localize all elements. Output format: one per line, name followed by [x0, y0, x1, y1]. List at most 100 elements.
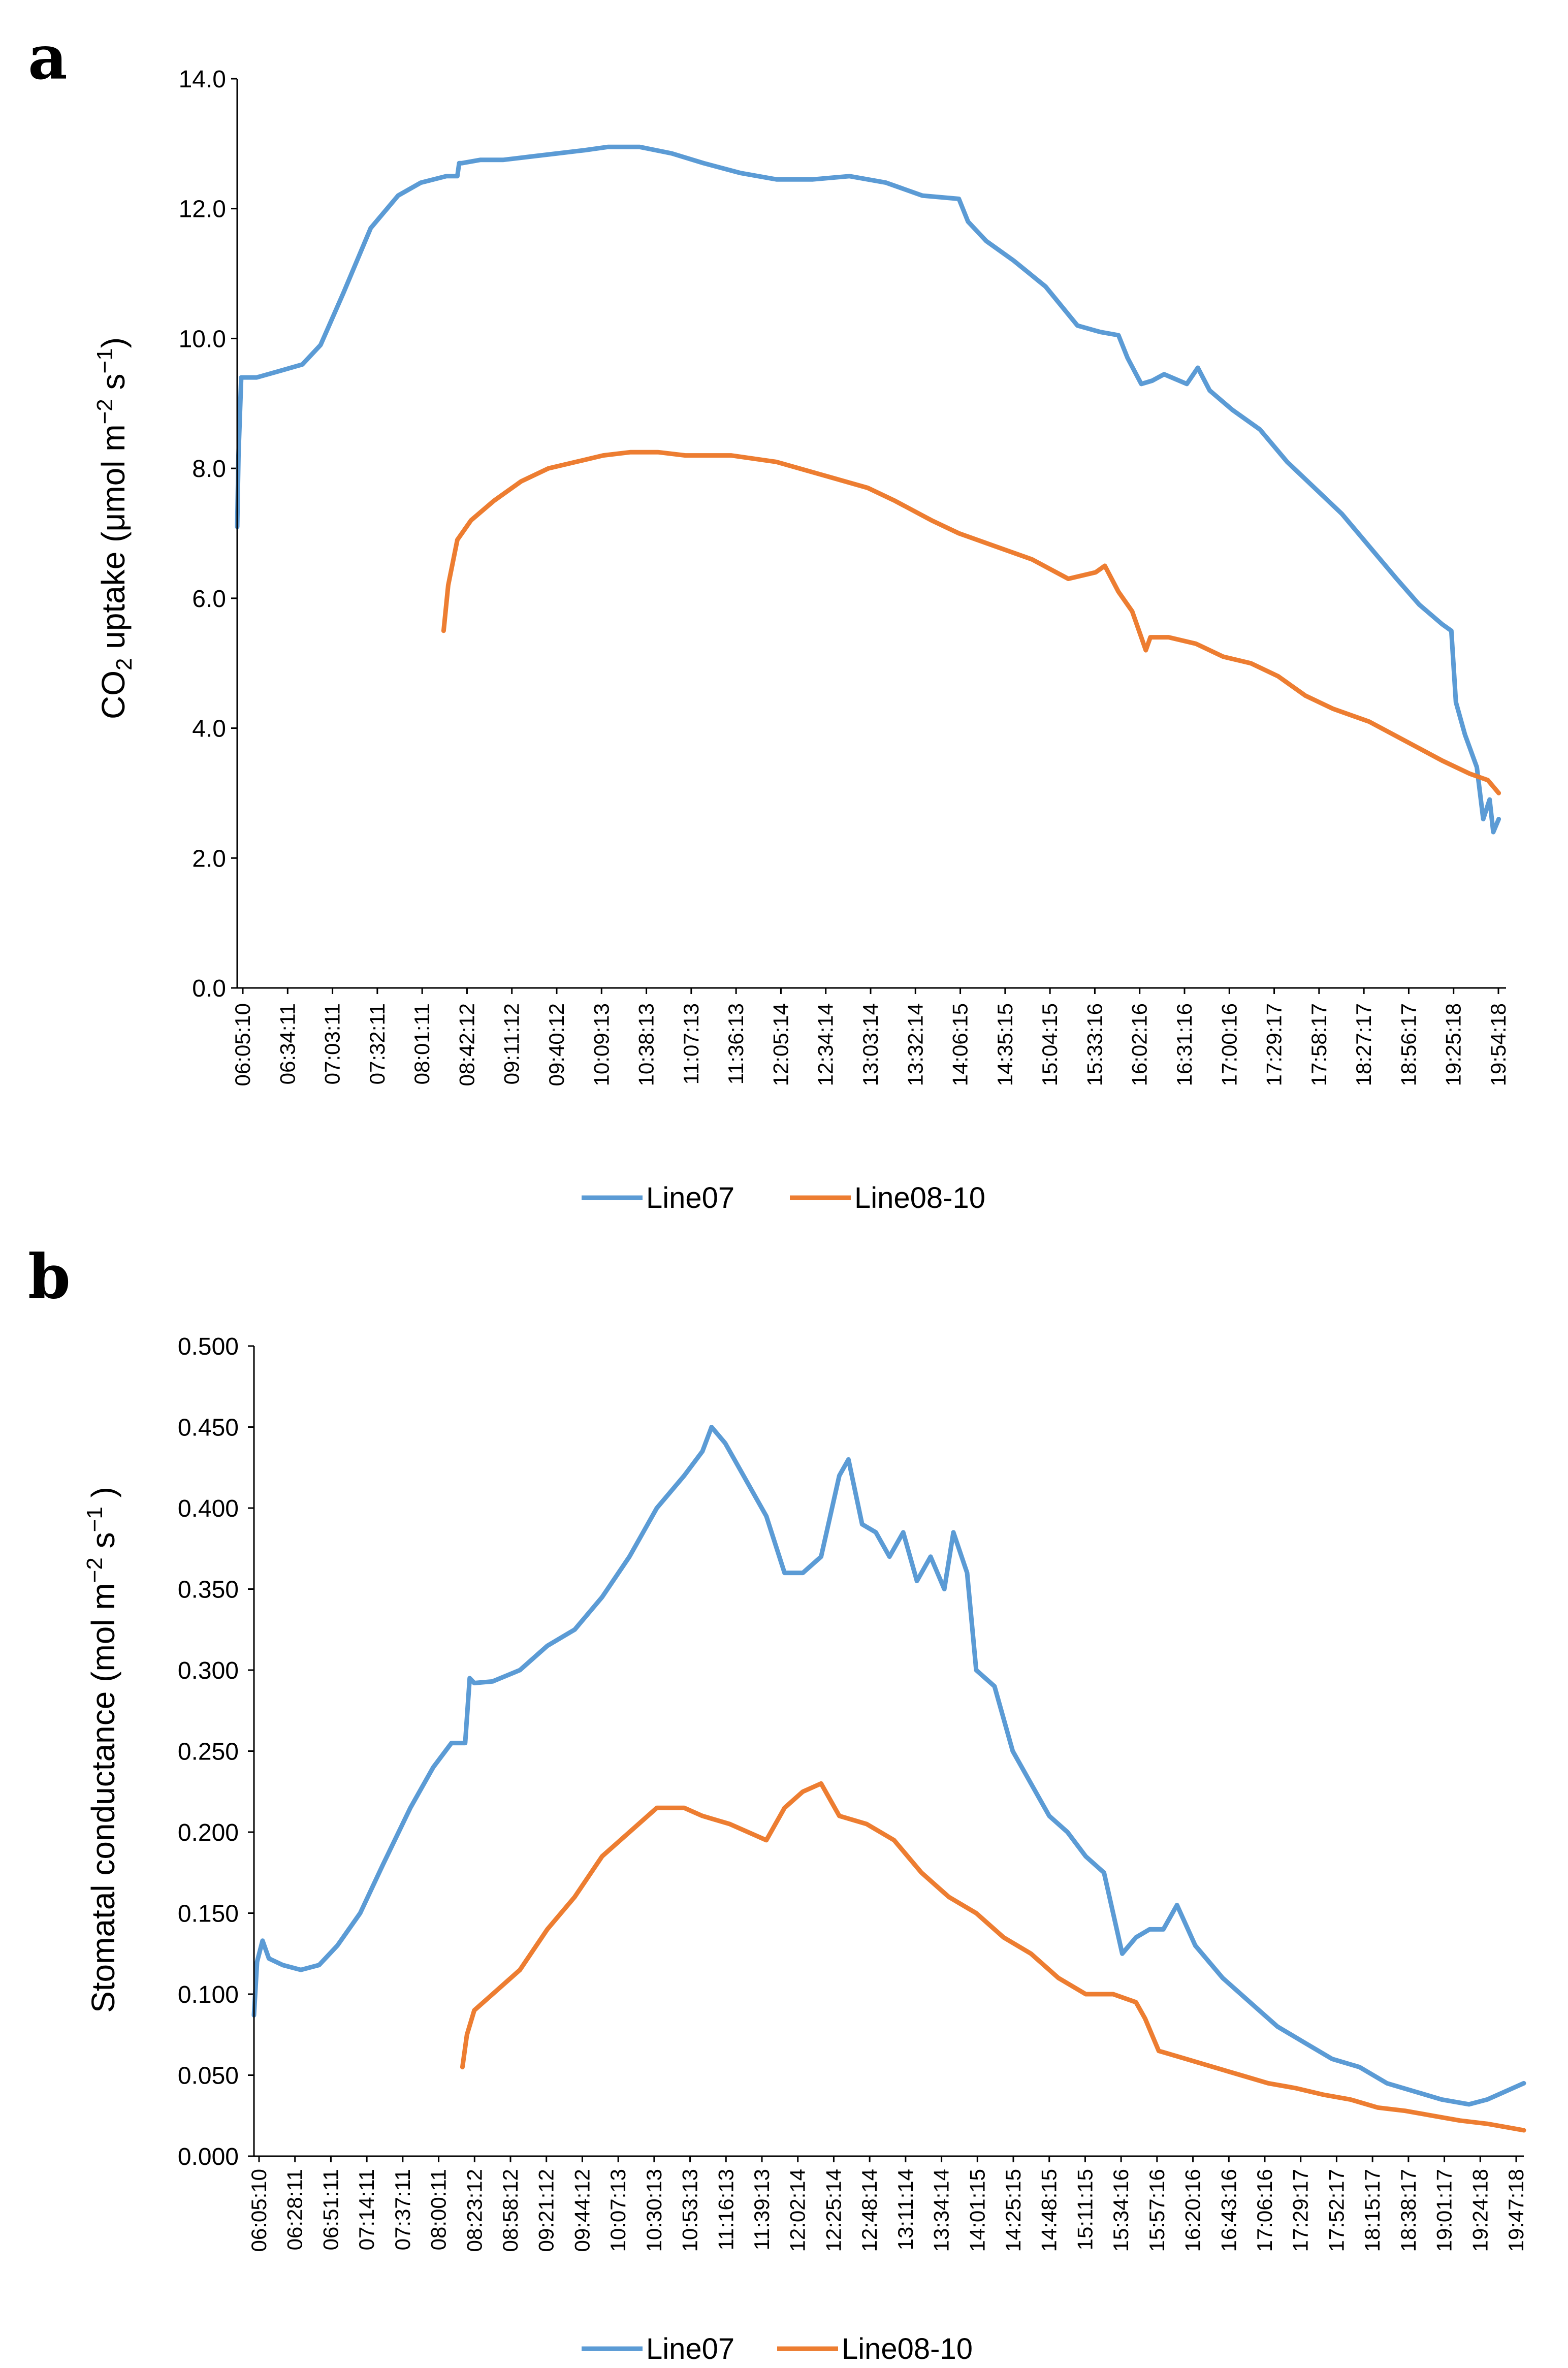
panel-b-y-tick-label: 0.150 [178, 1901, 239, 1928]
panel-a-y-tick-label: 6.0 [192, 586, 226, 613]
panel-a-x-tick-label: 11:07:13 [679, 1003, 703, 1084]
panel-b-x-tick-label: 14:01:15 [965, 2169, 989, 2252]
panel-b-x-tick-label: 15:34:16 [1109, 2169, 1133, 2252]
panel-a-legend-label-line07: Line07 [646, 1181, 734, 1214]
panel-a-legend-label-line0810: Line08-10 [854, 1181, 985, 1214]
panel-b-x-tick-label: 06:05:10 [247, 2169, 271, 2252]
panel-b-x-tick-labels: 06:05:10 06:28:11 06:51:11 07:14:11 07:37:11… [247, 2156, 1528, 2252]
panel-a-x-tick-label: 06:34:11 [275, 1003, 299, 1084]
panel-a-y-tick-label: 0.0 [192, 975, 226, 1002]
panel-b-legend-label-line0810: Line08-10 [842, 2332, 973, 2365]
panel-a-x-tick-label: 07:03:11 [321, 1003, 344, 1084]
panel-a-y-tick-label: 10.0 [179, 326, 226, 353]
panel-b-x-tick-label: 18:38:17 [1396, 2169, 1420, 2252]
panel-a-x-tick-label: 17:00:16 [1217, 1003, 1241, 1086]
panel-a-x-tick-label: 11:36:13 [724, 1003, 748, 1084]
panel-a-x-tick-label: 09:11:12 [500, 1003, 524, 1084]
panel-b-y-tick-label: 0.250 [178, 1739, 239, 1766]
panel-a-legend: Line07 Line08-10 [582, 1181, 985, 1214]
panel-b-x-tick-label: 11:39:13 [750, 2169, 774, 2250]
panel-b-x-tick-label: 19:47:18 [1504, 2169, 1528, 2252]
panel-a-plot-area [235, 144, 1501, 835]
panel-b-x-tick-label: 15:11:15 [1073, 2169, 1097, 2250]
panel-a-x-tick-label: 16:31:16 [1172, 1003, 1196, 1086]
panel-b-x-tick-label: 13:11:14 [893, 2169, 917, 2250]
panel-a-x-tick-label: 14:06:15 [948, 1003, 972, 1086]
panel-b-series-line07 [251, 1425, 1526, 2107]
panel-a-x-tick-labels: 06:05:10 06:34:11 07:03:11 07:32:11 08:01:11… [231, 988, 1510, 1086]
panel-b-series-line0810 [460, 1781, 1526, 2133]
panel-b-x-tick-label: 09:21:12 [534, 2169, 558, 2252]
panel-b-x-tick-label: 07:14:11 [355, 2169, 378, 2250]
panel-a-x-tick-label: 10:38:13 [634, 1003, 658, 1086]
panel-b-x-tick-label: 10:07:13 [606, 2169, 630, 2252]
panel-b-chart: b 0.000 0.050 0.100 0.150 0.200 0.250 0.300 0.3… [28, 1241, 1528, 2365]
panel-a-x-tick-label: 18:27:17 [1352, 1003, 1375, 1086]
panel-b-x-tick-label: 11:16:13 [714, 2169, 738, 2250]
panel-b-x-tick-label: 12:25:14 [821, 2169, 845, 2252]
panel-a-y-tick-label: 14.0 [179, 66, 226, 93]
panel-b-x-tick-label: 08:00:11 [427, 2169, 451, 2250]
panel-b-x-tick-label: 17:52:17 [1324, 2169, 1348, 2252]
panel-a-x-tick-label: 08:01:11 [410, 1003, 434, 1084]
panel-b-x-tick-label: 08:58:12 [498, 2169, 522, 2252]
panel-b-x-tick-label: 10:30:13 [642, 2169, 666, 2252]
panel-a-x-tick-label: 15:04:15 [1038, 1003, 1062, 1086]
panel-a-x-tick-label: 19:25:18 [1442, 1003, 1465, 1086]
panel-a-x-tick-label: 14:35:15 [993, 1003, 1017, 1086]
panel-b-x-tick-label: 16:43:16 [1217, 2169, 1240, 2252]
panel-b-letter: b [28, 1241, 71, 1313]
panel-b-x-tick-label: 13:34:14 [930, 2169, 953, 2252]
panel-b-x-tick-label: 19:01:17 [1432, 2169, 1456, 2252]
panel-b-legend: Line07 Line08-10 [582, 2332, 973, 2365]
panel-a-y-tick-label: 4.0 [192, 716, 226, 743]
panel-a-x-tick-label: 06:05:10 [231, 1003, 254, 1086]
panel-a-x-tick-label: 15:33:16 [1082, 1003, 1106, 1086]
panel-b-legend-label-line07: Line07 [646, 2332, 734, 2365]
panel-b-x-tick-label: 06:51:11 [318, 2169, 342, 2250]
panel-a-x-tick-label: 17:58:17 [1307, 1003, 1331, 1086]
panel-a-x-tick-label: 17:29:17 [1262, 1003, 1286, 1086]
panel-b-x-tick-label: 14:25:15 [1001, 2169, 1025, 2252]
panel-a-y-tick-label: 2.0 [192, 845, 226, 872]
panel-b-x-tick-label: 17:06:16 [1253, 2169, 1276, 2252]
panel-b-y-tick-labels: 0.000 0.050 0.100 0.150 0.200 0.250 0.300 0.350… [178, 1333, 254, 2170]
panel-a-x-tick-label: 13:03:14 [858, 1003, 882, 1086]
panel-b-x-tick-label: 14:48:15 [1037, 2169, 1061, 2252]
panel-a-x-tick-label: 07:32:11 [365, 1003, 389, 1084]
panel-b-y-tick-label: 0.300 [178, 1657, 239, 1684]
panel-a-y-axis-title: CO2 uptake (μmol m−2 s−1) [92, 337, 137, 719]
panel-b-x-tick-label: 15:57:16 [1145, 2169, 1169, 2252]
panel-b-x-tick-label: 17:29:17 [1289, 2169, 1313, 2252]
panel-b-x-tick-label: 08:23:12 [462, 2169, 486, 2252]
panel-b-y-tick-label: 0.450 [178, 1415, 239, 1442]
panel-a-x-tick-label: 13:32:14 [903, 1003, 927, 1086]
panel-b-x-tick-label: 06:28:11 [283, 2169, 307, 2250]
panel-a-x-tick-label: 09:40:12 [545, 1003, 568, 1086]
panel-a-y-tick-label: 8.0 [192, 456, 226, 483]
panel-b-x-tick-label: 07:37:11 [391, 2169, 414, 2250]
panel-b-x-tick-label: 10:53:13 [678, 2169, 702, 2252]
panel-a-x-tick-label: 12:34:14 [814, 1003, 838, 1086]
panel-a-x-tick-label: 10:09:13 [589, 1003, 613, 1086]
panel-b-x-tick-label: 12:48:14 [857, 2169, 881, 2252]
panel-b-y-axis-title: Stomatal conductance (mol m−2 s−1 ) [82, 1487, 121, 2013]
panel-b-y-tick-label: 0.500 [178, 1333, 239, 1360]
panel-b-x-tick-label: 16:20:16 [1181, 2169, 1205, 2252]
panel-b-y-tick-label: 0.050 [178, 2063, 239, 2090]
panel-b-y-tick-label: 0.200 [178, 1819, 239, 1846]
panel-a-series-line0810 [441, 450, 1501, 795]
panel-a-chart: a 0.02.04.06.08.010.012.014.0 06:05:10 06… [28, 22, 1510, 1214]
panel-b-y-tick-label: 0.100 [178, 1981, 239, 2008]
panel-a-x-tick-label: 08:42:12 [455, 1003, 478, 1086]
panel-a-letter: a [28, 22, 68, 93]
panel-b-x-tick-label: 18:15:17 [1360, 2169, 1384, 2252]
panel-a-x-tick-label: 18:56:17 [1396, 1003, 1420, 1086]
panel-b-y-tick-label: 0.400 [178, 1495, 239, 1522]
panel-b-plot-area [251, 1425, 1526, 2133]
panel-b-y-tick-label: 0.350 [178, 1577, 239, 1604]
panel-b-y-tick-label: 0.000 [178, 2143, 239, 2170]
panel-a-series-line07 [235, 144, 1501, 835]
panel-a-x-tick-label: 19:54:18 [1486, 1003, 1510, 1086]
panel-b-x-tick-label: 19:24:18 [1468, 2169, 1492, 2252]
